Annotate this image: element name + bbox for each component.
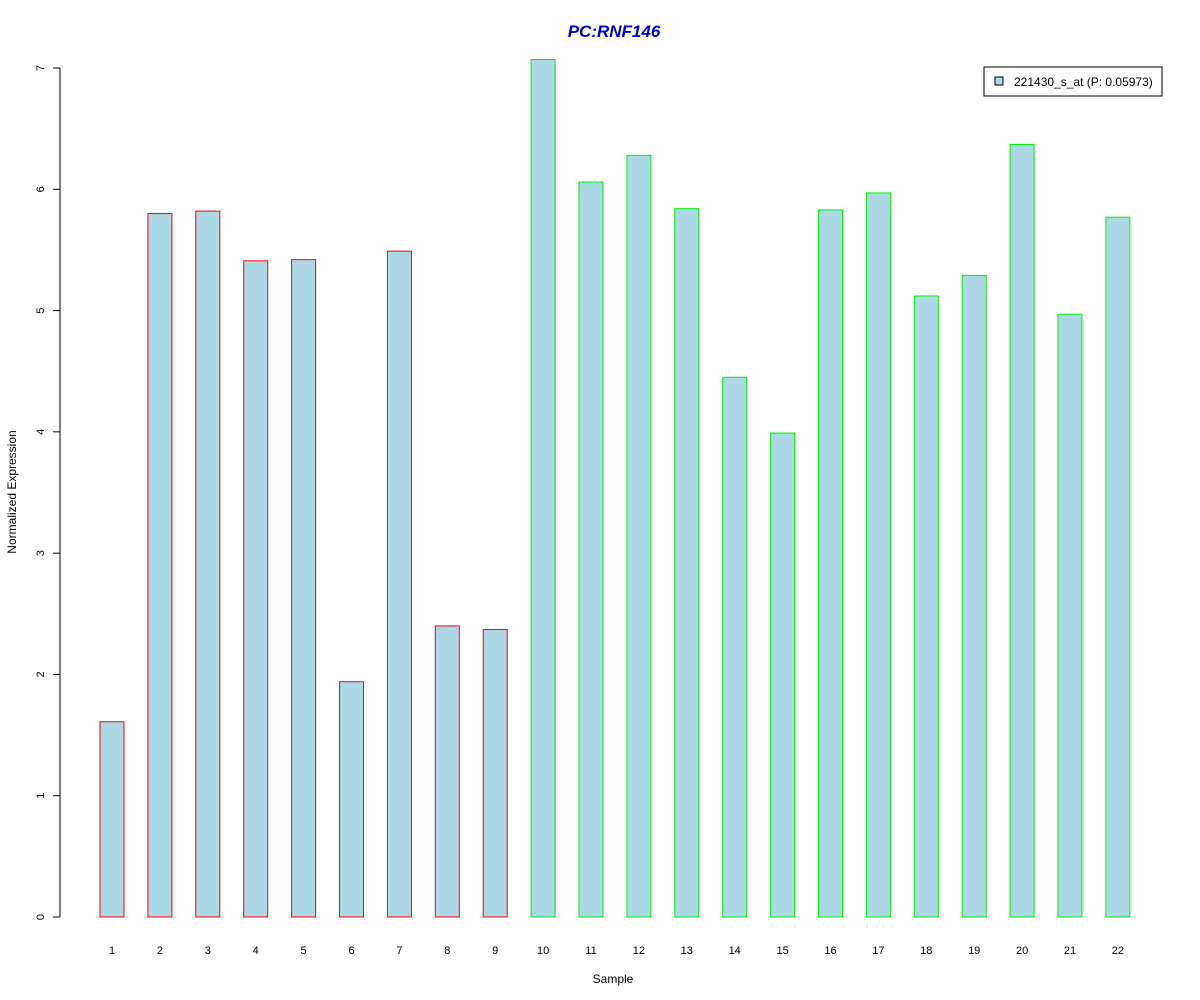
x-tick-label: 16 bbox=[824, 945, 836, 957]
x-tick-label: 1 bbox=[109, 945, 115, 957]
bar-sample-18 bbox=[913, 295, 939, 918]
x-tick-label: 12 bbox=[633, 945, 645, 957]
x-tick-label: 20 bbox=[1016, 945, 1028, 957]
y-tick-label: 2 bbox=[35, 671, 47, 677]
bar-sample-19 bbox=[961, 274, 987, 918]
y-axis: 0 1 2 3 4 5 6 7 bbox=[35, 65, 61, 920]
bar-sample-9 bbox=[482, 629, 508, 918]
y-tick-label: 5 bbox=[35, 308, 47, 314]
bar-sample-1 bbox=[99, 721, 125, 918]
bar-sample-5 bbox=[291, 259, 317, 918]
y-tick-label: 6 bbox=[35, 186, 47, 192]
y-tick-label: 7 bbox=[35, 65, 47, 71]
bar-sample-11 bbox=[578, 181, 604, 918]
bar-sample-21 bbox=[1057, 313, 1083, 918]
x-tick-label: 14 bbox=[729, 945, 741, 957]
bar-sample-14 bbox=[722, 376, 748, 918]
bar-sample-13 bbox=[674, 208, 700, 918]
bar-sample-17 bbox=[865, 192, 891, 918]
bar-sample-20 bbox=[1009, 143, 1035, 918]
x-tick-label: 4 bbox=[253, 945, 259, 957]
legend-box bbox=[983, 66, 1163, 97]
x-tick-label: 7 bbox=[396, 945, 402, 957]
chart-title: PC:RNF146 bbox=[568, 22, 661, 41]
y-axis-label: Normalized Expression bbox=[5, 430, 19, 553]
x-tick-label: 5 bbox=[301, 945, 307, 957]
x-tick-label: 17 bbox=[872, 945, 884, 957]
bar-sample-4 bbox=[243, 260, 269, 918]
x-tick-label: 6 bbox=[348, 945, 354, 957]
x-tick-label: 8 bbox=[444, 945, 450, 957]
x-tick-label: 15 bbox=[776, 945, 788, 957]
x-tick-label: 18 bbox=[920, 945, 932, 957]
x-tick-labels: 1 2 3 4 5 6 7 8 9 10 11 12 13 14 15 16 17 18 19 20 21 22 bbox=[109, 945, 1124, 957]
bar-sample-10 bbox=[530, 59, 556, 918]
y-tick-label: 1 bbox=[35, 793, 47, 799]
x-tick-label: 22 bbox=[1112, 945, 1124, 957]
bar-sample-12 bbox=[626, 154, 652, 918]
bar-sample-6 bbox=[339, 681, 364, 918]
x-tick-label: 19 bbox=[968, 945, 980, 957]
x-tick-label: 10 bbox=[537, 945, 549, 957]
legend-label: 221430_s_at (P: 0.05973) bbox=[1014, 75, 1153, 89]
legend: 221430_s_at (P: 0.05973) bbox=[983, 66, 1163, 97]
x-tick-label: 13 bbox=[681, 945, 693, 957]
x-tick-label: 9 bbox=[492, 945, 498, 957]
y-tick-label: 0 bbox=[35, 914, 47, 920]
x-tick-label: 11 bbox=[585, 945, 596, 957]
bar-sample-3 bbox=[195, 210, 221, 918]
bar-sample-7 bbox=[386, 250, 412, 918]
bar-sample-8 bbox=[434, 625, 460, 918]
y-tick-label: 3 bbox=[35, 550, 47, 556]
bar-sample-2 bbox=[147, 213, 173, 918]
bar-sample-16 bbox=[818, 209, 843, 918]
x-tick-label: 3 bbox=[205, 945, 211, 957]
legend-swatch bbox=[994, 76, 1004, 86]
bar-sample-22 bbox=[1105, 216, 1131, 918]
x-axis-label: Sample bbox=[593, 972, 634, 986]
bars-group bbox=[99, 59, 1131, 918]
x-tick-label: 21 bbox=[1064, 945, 1076, 957]
bar-sample-15 bbox=[770, 432, 796, 918]
x-tick-label: 2 bbox=[157, 945, 163, 957]
y-tick-label: 4 bbox=[35, 429, 47, 435]
